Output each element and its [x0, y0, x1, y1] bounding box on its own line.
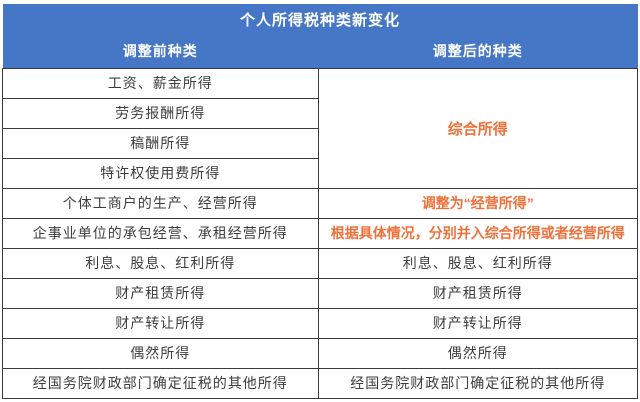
cell-before: 企事业单位的承包经营、承租经营所得 — [2, 217, 319, 249]
cell-before: 偶然所得 — [2, 337, 319, 369]
title-row: 个人所得税种类新变化 — [2, 4, 638, 34]
table-row: 劳务报酬所得 — [2, 97, 638, 129]
table-row: 个体工商户的生产、经营所得 调整为“经营所得” — [2, 187, 639, 219]
cell-before: 经国务院财政部门确定征税的其他所得 — [2, 367, 319, 399]
cell-after: 根据具体情况，分别并入综合所得或者经营所得 — [317, 217, 639, 249]
table-row: 工资、薪金所得 综合所得 — [2, 67, 639, 189]
cell-before: 利息、股息、红利所得 — [2, 247, 319, 279]
column-header-row: 调整前种类 调整后的种类 — [2, 34, 638, 68]
cell-before: 工资、薪金所得 — [2, 67, 319, 99]
cell-after: 利息、股息、红利所得 — [317, 247, 639, 279]
cell-before: 劳务报酬所得 — [2, 97, 319, 129]
table-row: 利息、股息、红利所得 利息、股息、红利所得 — [2, 247, 639, 279]
table-header: 个人所得税种类新变化 调整前种类 调整后的种类 — [2, 4, 638, 68]
cell-before: 特许权使用费所得 — [2, 157, 319, 189]
cell-after: 财产转让所得 — [317, 307, 639, 339]
cell-after: 综合所得 — [317, 67, 639, 189]
table-body: 工资、薪金所得 综合所得 劳务报酬所得 稿酬所得 特许权使用费所得 个体工商户的生产、经营… — [2, 67, 639, 399]
cell-before: 个体工商户的生产、经营所得 — [2, 187, 319, 219]
table-row: 经国务院财政部门确定征税的其他所得 经国务院财政部门确定征税的其他所得 — [2, 367, 639, 399]
cell-before: 财产租赁所得 — [2, 277, 319, 309]
cell-after: 财产租赁所得 — [317, 277, 639, 309]
table-title: 个人所得税种类新变化 — [2, 4, 638, 34]
cell-after: 偶然所得 — [317, 337, 639, 369]
cell-after: 经国务院财政部门确定征税的其他所得 — [317, 367, 639, 399]
table-row: 偶然所得 偶然所得 — [2, 337, 639, 369]
table-row: 财产转让所得 财产转让所得 — [2, 307, 639, 339]
column-header-before: 调整前种类 — [2, 34, 319, 68]
cell-before: 财产转让所得 — [2, 307, 319, 339]
table-row: 财产租赁所得 财产租赁所得 — [2, 277, 639, 309]
tax-category-table: 个人所得税种类新变化 调整前种类 调整后的种类 工资、薪金所得 综合所得 劳务报酬所… — [2, 4, 639, 399]
table-row: 企事业单位的承包经营、承租经营所得 根据具体情况，分别并入综合所得或者经营所得 — [2, 217, 639, 249]
cell-before: 稿酬所得 — [2, 127, 319, 159]
cell-after: 调整为“经营所得” — [317, 187, 639, 219]
column-header-after: 调整后的种类 — [318, 34, 638, 68]
